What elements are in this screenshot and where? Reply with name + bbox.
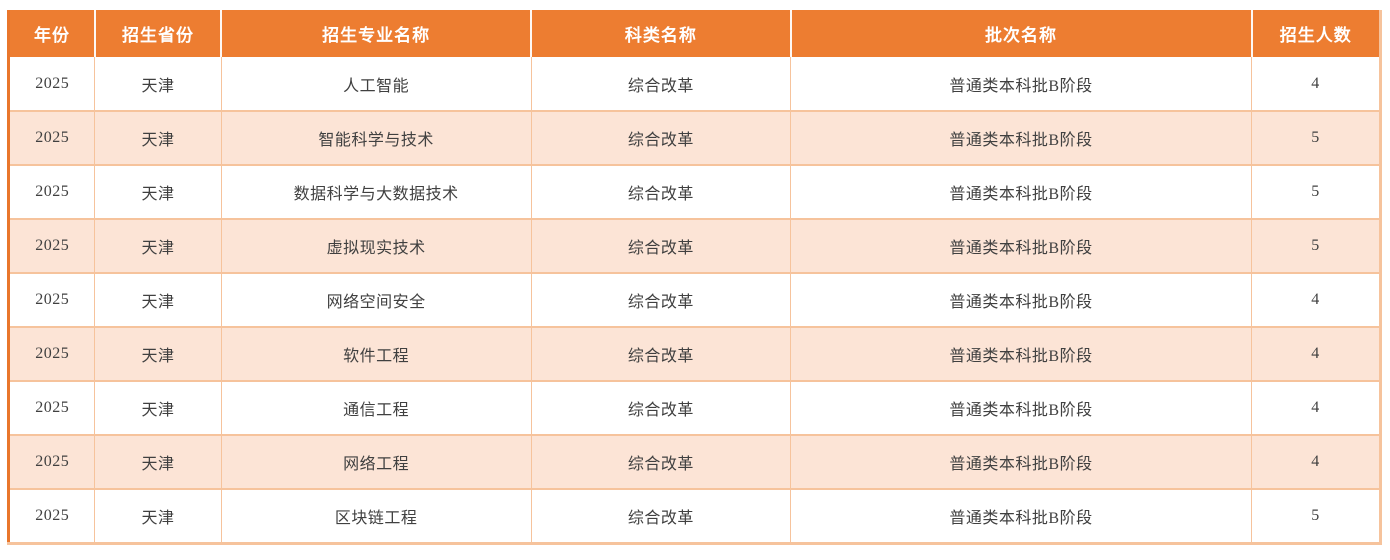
cell-category: 综合改革 (530, 380, 792, 436)
table-row: 2025 天津 人工智能 综合改革 普通类本科批B阶段 4 (8, 57, 1381, 112)
cell-batch: 普通类本科批B阶段 (790, 488, 1252, 544)
cell-year: 2025 (8, 380, 96, 436)
table-row: 2025 天津 智能科学与技术 综合改革 普通类本科批B阶段 5 (8, 110, 1381, 166)
cell-major: 人工智能 (220, 57, 532, 112)
cell-count: 5 (1251, 488, 1381, 544)
table-row: 2025 天津 软件工程 综合改革 普通类本科批B阶段 4 (8, 326, 1381, 382)
cell-year: 2025 (8, 57, 96, 112)
cell-province: 天津 (94, 164, 222, 220)
cell-major: 区块链工程 (220, 488, 532, 544)
table-row: 2025 天津 数据科学与大数据技术 综合改革 普通类本科批B阶段 5 (8, 164, 1381, 220)
cell-year: 2025 (8, 164, 96, 220)
cell-category: 综合改革 (530, 488, 792, 544)
cell-province: 天津 (94, 434, 222, 490)
cell-count: 4 (1251, 326, 1381, 382)
column-header-major: 招生专业名称 (221, 10, 533, 57)
cell-batch: 普通类本科批B阶段 (790, 164, 1252, 220)
cell-year: 2025 (8, 272, 96, 328)
cell-year: 2025 (8, 218, 96, 274)
admissions-table: 年份 招生省份 招生专业名称 科类名称 批次名称 招生人数 2025 天津 人工… (7, 10, 1382, 545)
cell-count: 4 (1251, 272, 1381, 328)
cell-count: 5 (1251, 110, 1381, 166)
cell-count: 4 (1251, 380, 1381, 436)
cell-batch: 普通类本科批B阶段 (790, 272, 1252, 328)
cell-province: 天津 (94, 218, 222, 274)
cell-batch: 普通类本科批B阶段 (790, 218, 1252, 274)
column-header-count: 招生人数 (1251, 10, 1381, 57)
table-row: 2025 天津 通信工程 综合改革 普通类本科批B阶段 4 (8, 380, 1381, 436)
table-row: 2025 天津 虚拟现实技术 综合改革 普通类本科批B阶段 5 (8, 218, 1381, 274)
cell-major: 智能科学与技术 (220, 110, 532, 166)
cell-count: 5 (1251, 218, 1381, 274)
cell-year: 2025 (8, 110, 96, 166)
cell-major: 数据科学与大数据技术 (220, 164, 532, 220)
cell-province: 天津 (94, 380, 222, 436)
cell-category: 综合改革 (530, 326, 792, 382)
cell-batch: 普通类本科批B阶段 (790, 434, 1252, 490)
cell-major: 虚拟现实技术 (220, 218, 532, 274)
cell-category: 综合改革 (530, 218, 792, 274)
cell-category: 综合改革 (530, 57, 792, 112)
cell-major: 软件工程 (220, 326, 532, 382)
table-row: 2025 天津 区块链工程 综合改革 普通类本科批B阶段 5 (8, 488, 1381, 544)
cell-count: 4 (1251, 434, 1381, 490)
column-header-category: 科类名称 (531, 10, 792, 57)
cell-province: 天津 (94, 110, 222, 166)
cell-year: 2025 (8, 434, 96, 490)
cell-province: 天津 (94, 57, 222, 112)
column-header-year: 年份 (8, 10, 96, 57)
cell-category: 综合改革 (530, 272, 792, 328)
cell-major: 网络空间安全 (220, 272, 532, 328)
cell-count: 4 (1251, 57, 1381, 112)
cell-province: 天津 (94, 272, 222, 328)
cell-batch: 普通类本科批B阶段 (790, 326, 1252, 382)
table-row: 2025 天津 网络空间安全 综合改革 普通类本科批B阶段 4 (8, 272, 1381, 328)
cell-province: 天津 (94, 326, 222, 382)
cell-category: 综合改革 (530, 434, 792, 490)
cell-batch: 普通类本科批B阶段 (790, 57, 1252, 112)
cell-province: 天津 (94, 488, 222, 544)
cell-year: 2025 (8, 488, 96, 544)
cell-year: 2025 (8, 326, 96, 382)
cell-batch: 普通类本科批B阶段 (790, 110, 1252, 166)
cell-category: 综合改革 (530, 164, 792, 220)
cell-count: 5 (1251, 164, 1381, 220)
column-header-batch: 批次名称 (790, 10, 1253, 57)
cell-batch: 普通类本科批B阶段 (790, 380, 1252, 436)
cell-major: 通信工程 (220, 380, 532, 436)
table-header-row: 年份 招生省份 招生专业名称 科类名称 批次名称 招生人数 (8, 10, 1381, 57)
column-header-province: 招生省份 (94, 10, 223, 57)
cell-major: 网络工程 (220, 434, 532, 490)
table-row: 2025 天津 网络工程 综合改革 普通类本科批B阶段 4 (8, 434, 1381, 490)
cell-category: 综合改革 (530, 110, 792, 166)
